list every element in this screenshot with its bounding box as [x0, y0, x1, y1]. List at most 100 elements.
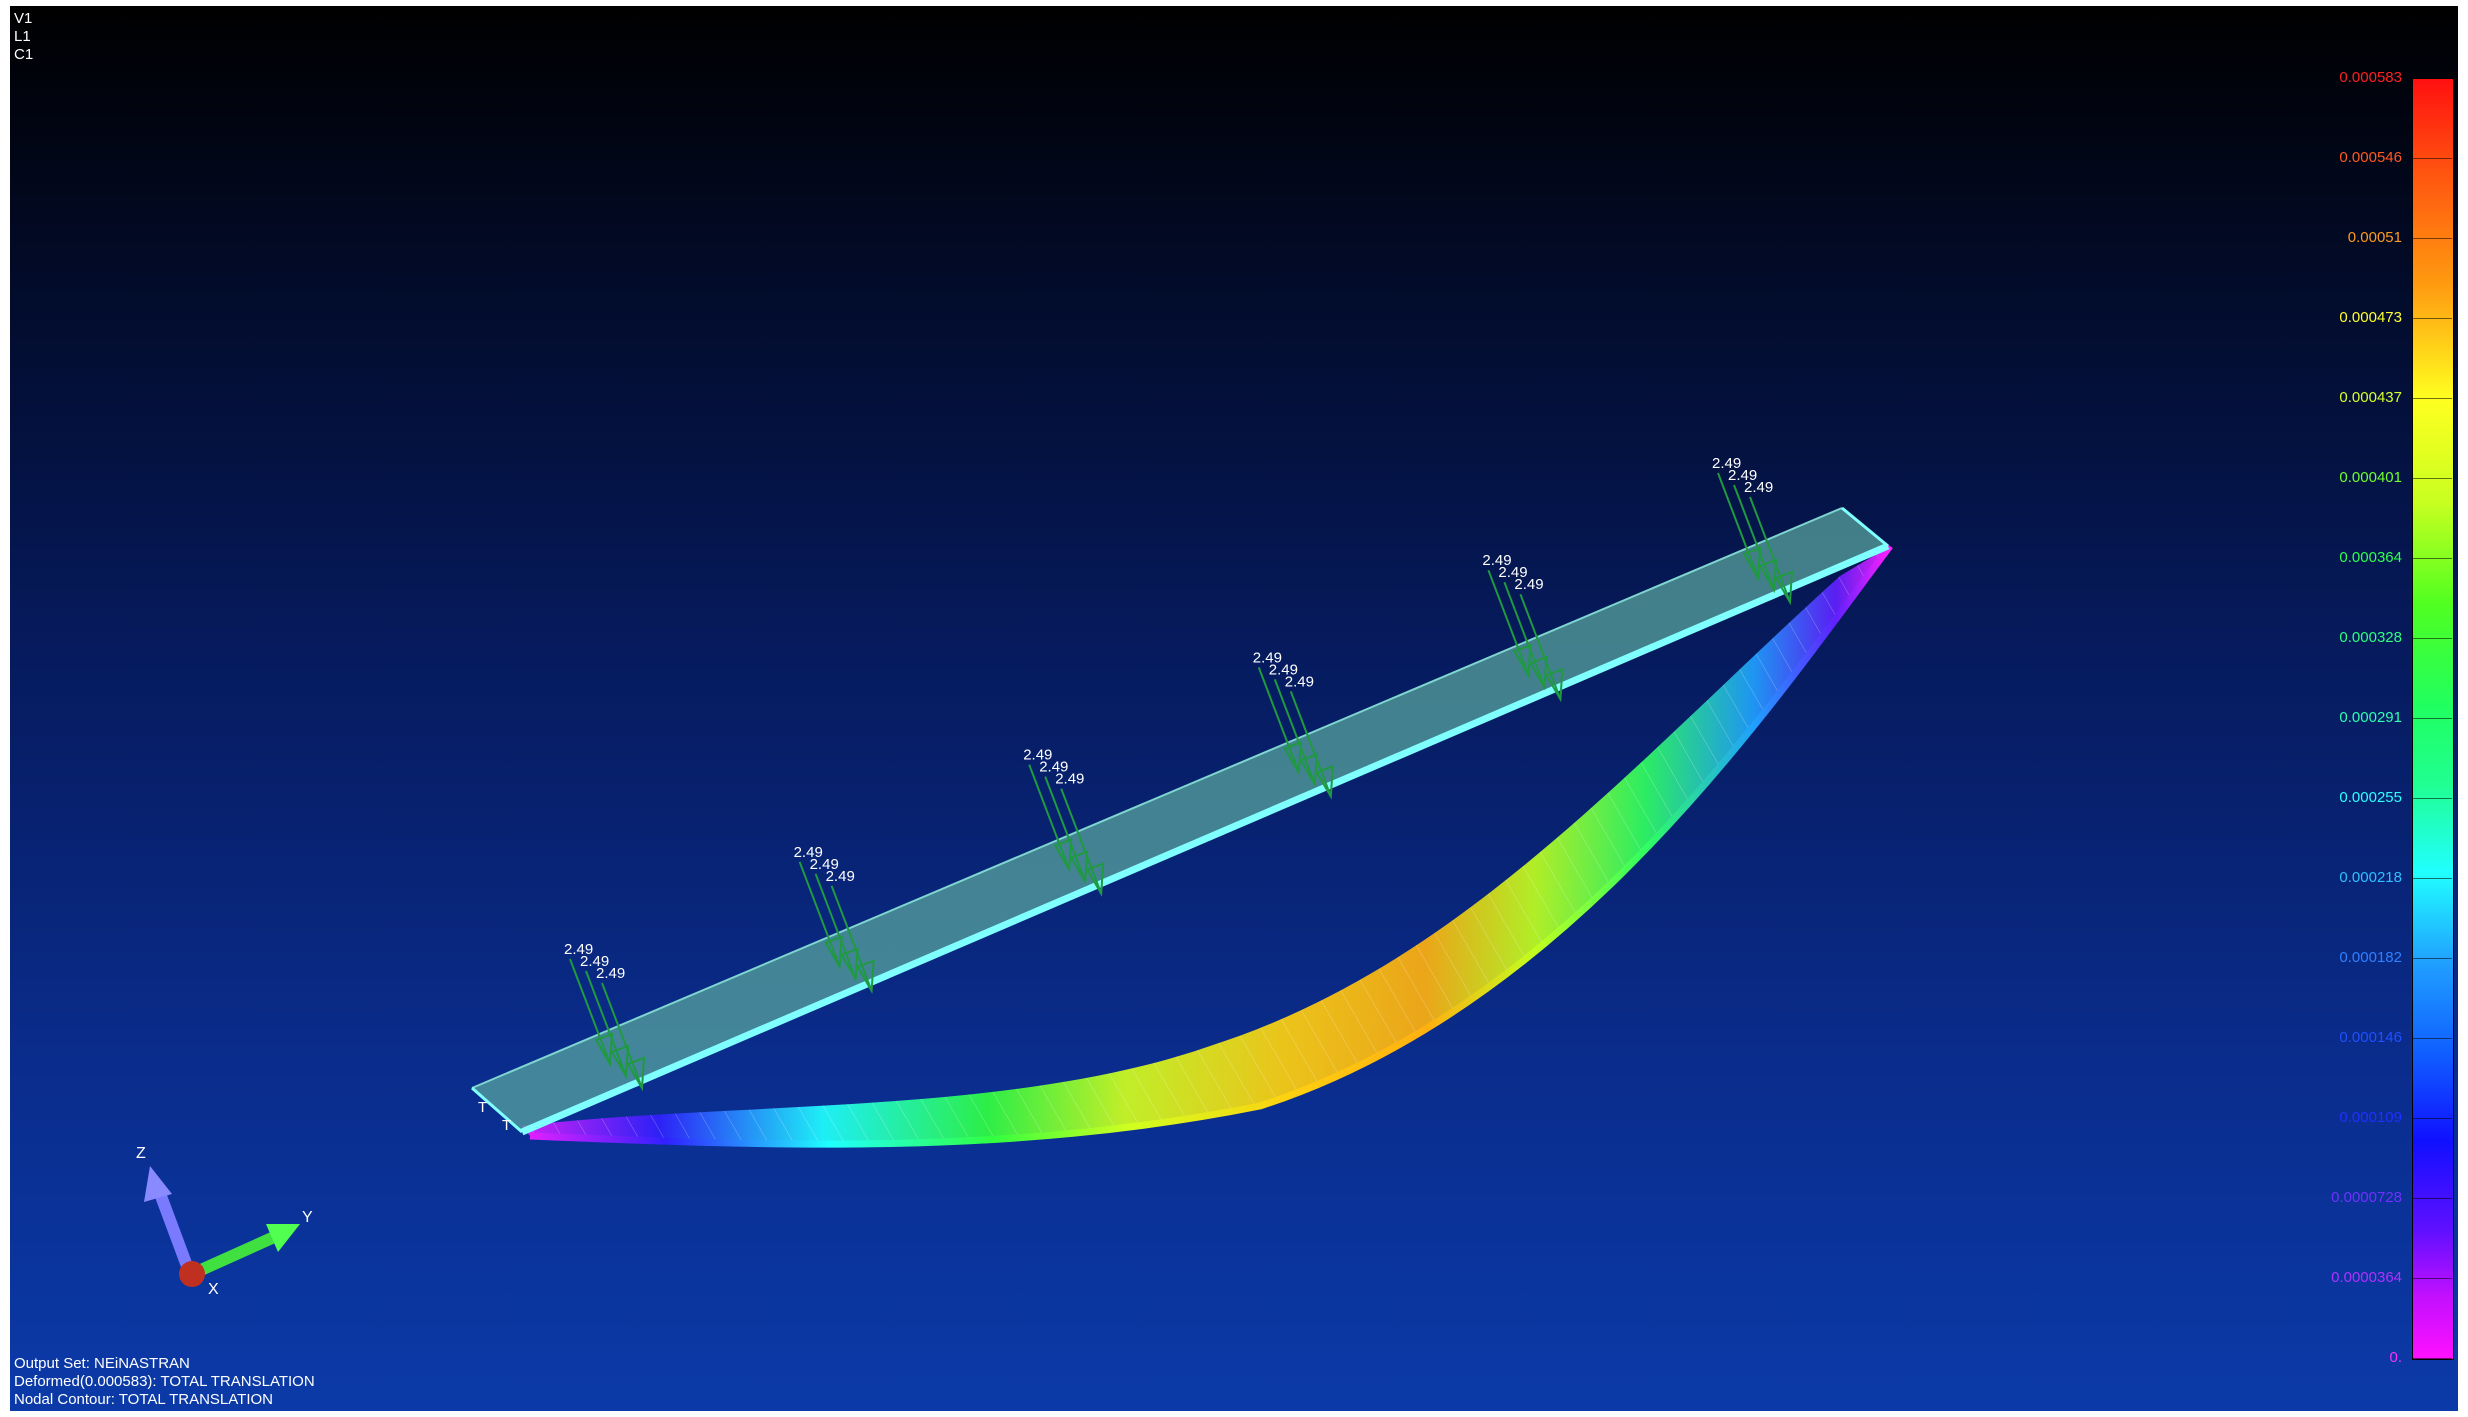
load-arrow-head — [1544, 667, 1564, 703]
legend-value: 0.000182 — [2339, 949, 2402, 966]
load-value-label: 2.49 — [826, 868, 855, 885]
load-arrow-shaft — [798, 861, 841, 968]
triad-x-label: X — [208, 1281, 219, 1298]
load-arrow-shaft — [1717, 472, 1759, 579]
load-arrow-shaft — [1028, 764, 1071, 870]
load-arrow-head — [824, 935, 843, 971]
legend-value: 0.000401 — [2339, 469, 2402, 486]
deformed-label: Deformed(0.000583): TOTAL TRANSLATION — [14, 1373, 315, 1390]
legend-value: 0.000583 — [2339, 69, 2402, 86]
legend-tick — [2412, 558, 2452, 559]
layer-label: L1 — [14, 28, 31, 45]
load-value-label: 2.49 — [596, 965, 625, 982]
load-value-label: 2.49 — [1514, 576, 1543, 593]
legend-tick — [2412, 1358, 2452, 1359]
legend-tick — [2412, 718, 2452, 719]
load-arrow-shaft — [569, 958, 611, 1065]
contour-label: Nodal Contour: TOTAL TRANSLATION — [14, 1391, 273, 1408]
load-arrow-head — [1085, 862, 1105, 897]
legend-tick — [2412, 318, 2452, 319]
load-arrow-head — [626, 1056, 646, 1092]
constraint-marker-1: T — [478, 1099, 487, 1116]
constraint-marker-2: T — [502, 1117, 511, 1134]
legend-tick — [2412, 398, 2452, 399]
load-arrow-shaft — [1289, 691, 1332, 797]
color-label: C1 — [14, 46, 34, 63]
load-arrow-group: 2.492.492.49 — [1023, 747, 1105, 897]
triad-z-label: Z — [136, 1145, 146, 1162]
load-arrow-shaft — [830, 885, 873, 992]
load-arrow-shaft — [814, 873, 857, 980]
load-arrow-shaft — [1503, 581, 1546, 688]
fe-model-graphics: 2.492.492.492.492.492.492.492.492.492.49… — [136, 455, 1893, 1298]
load-arrow-head — [1758, 558, 1778, 594]
triad-y-label: Y — [302, 1209, 313, 1226]
legend-value: 0.000473 — [2339, 309, 2402, 326]
load-arrow-head — [1742, 546, 1762, 582]
load-arrow-shaft — [1487, 569, 1530, 676]
load-value-label: 2.49 — [580, 953, 609, 970]
load-arrow-head — [1283, 740, 1302, 776]
legend-value: 0.000146 — [2339, 1029, 2402, 1046]
legend-value: 0.000109 — [2339, 1109, 2402, 1126]
model-viewport[interactable]: V1 L1 C1 — [10, 6, 2458, 1411]
deformed-shape — [522, 543, 1893, 1148]
legend-value: 0.000437 — [2339, 389, 2402, 406]
load-arrow-head — [1299, 752, 1318, 788]
legend-value: 0.000364 — [2339, 549, 2402, 566]
legend-value: 0.000218 — [2339, 869, 2402, 886]
view-label: V1 — [14, 10, 33, 27]
load-arrow-head — [1512, 643, 1532, 679]
output-set-label: Output Set: NEiNASTRAN — [14, 1355, 190, 1372]
load-value-label: 2.49 — [1039, 759, 1068, 776]
load-arrow-shaft — [1060, 788, 1103, 894]
undeformed-beam — [471, 506, 1890, 1136]
load-arrow-head — [1053, 838, 1073, 873]
load-arrow-head — [610, 1044, 630, 1080]
load-value-label: 2.49 — [1744, 479, 1773, 496]
load-value-label: 2.49 — [1285, 673, 1314, 690]
load-arrow-head — [1069, 850, 1089, 885]
coordinate-triad: Z Y X — [136, 1145, 313, 1298]
legend-color-bar — [2412, 78, 2454, 1360]
view-info: V1 L1 C1 — [14, 10, 33, 64]
load-value-label: 2.49 — [1728, 467, 1757, 484]
legend-value: 0.000291 — [2339, 709, 2402, 726]
load-value-label: 2.49 — [1253, 649, 1282, 666]
load-arrow-head — [840, 947, 859, 983]
legend-tick — [2412, 158, 2452, 159]
legend-value: 0.00051 — [2347, 229, 2402, 246]
legend-tick — [2412, 958, 2452, 959]
load-arrow-group: 2.492.492.49 — [1253, 649, 1334, 800]
load-value-label: 2.49 — [1498, 564, 1527, 581]
constraint-markers: T T — [478, 1099, 511, 1134]
legend-tick — [2412, 638, 2452, 639]
legend-tick — [2412, 878, 2452, 879]
legend-tick — [2412, 238, 2452, 239]
load-arrow-head — [1315, 764, 1334, 800]
load-arrow-head — [1528, 655, 1548, 691]
load-value-label: 2.49 — [1712, 455, 1741, 472]
load-arrow-shaft — [585, 970, 627, 1077]
load-arrow-head — [594, 1032, 614, 1068]
load-arrow-group: 2.492.492.49 — [794, 844, 875, 995]
legend-tick — [2412, 798, 2452, 799]
load-arrow-group: 2.492.492.49 — [564, 941, 646, 1092]
legend-value: 0. — [2389, 1349, 2402, 1366]
legend-tick — [2412, 1118, 2452, 1119]
load-arrows: 2.492.492.492.492.492.492.492.492.492.49… — [564, 455, 1794, 1092]
legend-value: 0.0000728 — [2331, 1189, 2402, 1206]
legend-value: 0.000546 — [2339, 149, 2402, 166]
legend-value: 0.000255 — [2339, 789, 2402, 806]
load-arrow-shaft — [1044, 776, 1087, 882]
load-arrow-shaft — [1273, 679, 1316, 785]
legend-tick — [2412, 478, 2452, 479]
load-arrow-shaft — [1733, 484, 1775, 591]
legend-value: 0.0000364 — [2331, 1269, 2402, 1286]
load-arrow-shaft — [601, 982, 643, 1089]
load-value-label: 2.49 — [1055, 771, 1084, 788]
legend-tick — [2412, 1198, 2452, 1199]
legend-value: 0.000328 — [2339, 629, 2402, 646]
load-arrow-group: 2.492.492.49 — [1482, 552, 1564, 703]
load-arrow-group: 2.492.492.49 — [1712, 455, 1794, 606]
